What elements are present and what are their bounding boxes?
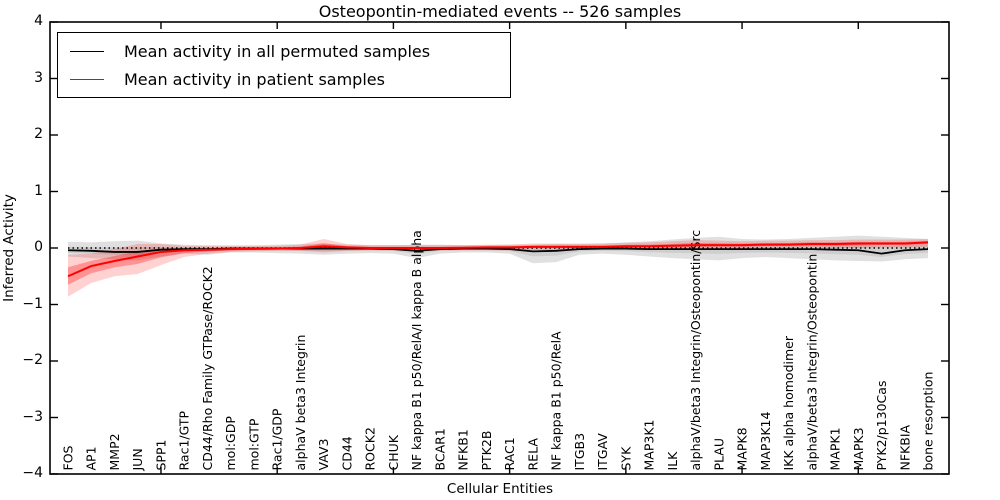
category-label: MAP3K14: [758, 412, 773, 471]
y-tick-label: 4: [34, 13, 43, 29]
category-label: ITGAV: [595, 433, 610, 471]
category-label: SPP1: [153, 440, 168, 471]
category-label: NF kappa B1 p50/RelA/I kappa B alpha: [409, 230, 424, 470]
category-label: ROCK2: [363, 427, 378, 470]
category-label: NFKBIA: [897, 425, 912, 471]
y-tick-label: 1: [34, 182, 43, 199]
permuted-line-sample: [70, 50, 104, 52]
category-label: JUN: [130, 448, 145, 471]
patient-mean-line: [67, 241, 929, 278]
permuted-band-inner: [68, 243, 928, 257]
category-label: FOS: [61, 445, 76, 470]
category-label: MAP3K1: [642, 420, 657, 471]
y-tick-label: 3: [34, 69, 43, 86]
category-label: Rac1/GDP: [270, 408, 285, 470]
category-label: AP1: [84, 446, 99, 470]
category-label: MMP2: [107, 433, 122, 470]
category-label: PYK2/p130Cas: [874, 381, 889, 471]
category-label: alphaV beta3 Integrin: [293, 335, 308, 471]
category-label: Rac1/GTP: [177, 411, 192, 471]
category-label: IKK alpha homodimer: [781, 335, 796, 470]
category-label: NFKB1: [456, 429, 471, 470]
category-label: MAPK1: [828, 427, 843, 470]
chart-title: Osteopontin-mediated events -- 526 sampl…: [318, 2, 682, 21]
legend-label-patient: Mean activity in patient samples: [124, 69, 385, 89]
category-label: SYK: [618, 446, 633, 471]
category-label: CD44/Rho Family GTPase/ROCK2: [200, 266, 215, 470]
category-label: ITGB3: [572, 433, 587, 471]
category-label: mol:GTP: [246, 418, 261, 470]
y-tick-label: −1: [22, 295, 43, 312]
y-tick-label: 2: [34, 126, 43, 142]
category-label: VAV3: [316, 438, 331, 470]
category-label: CHUK: [386, 434, 401, 470]
patient-line-sample: [70, 78, 104, 80]
category-label: MAPK3: [851, 427, 866, 470]
category-label: MAPK8: [735, 427, 750, 470]
category-label: BCAR1: [432, 428, 447, 470]
category-label: alphaV/beta3 Integrin/Osteopontin/Src: [688, 230, 703, 471]
category-label: ILK: [665, 451, 680, 471]
legend: Mean activity in all permuted samples Me…: [57, 32, 511, 98]
x-axis-label: Cellular Entities: [446, 481, 554, 497]
category-label: RELA: [525, 438, 540, 471]
y-tick-label: −4: [22, 465, 43, 481]
category-label: mol:GDP: [223, 416, 238, 471]
category-label: PTK2B: [479, 431, 494, 471]
category-label: alphaV/beta3 Integrin/Osteopontin: [804, 254, 819, 471]
legend-label-permuted: Mean activity in all permuted samples: [124, 41, 431, 61]
category-label: CD44: [339, 436, 354, 470]
legend-entry-permuted: Mean activity in all permuted samples: [58, 37, 510, 65]
y-tick-label: −2: [22, 352, 43, 368]
legend-entry-patient: Mean activity in patient samples: [58, 65, 510, 93]
y-tick-label: −3: [22, 408, 43, 425]
patient-band-inner: [68, 240, 928, 285]
category-label: RAC1: [502, 437, 517, 470]
category-label: PLAU: [711, 438, 726, 471]
category-label: NF kappa B1 p50/RelA: [549, 331, 564, 471]
category-label: bone resorption: [921, 372, 936, 471]
y-tick-label: 0: [34, 239, 43, 255]
